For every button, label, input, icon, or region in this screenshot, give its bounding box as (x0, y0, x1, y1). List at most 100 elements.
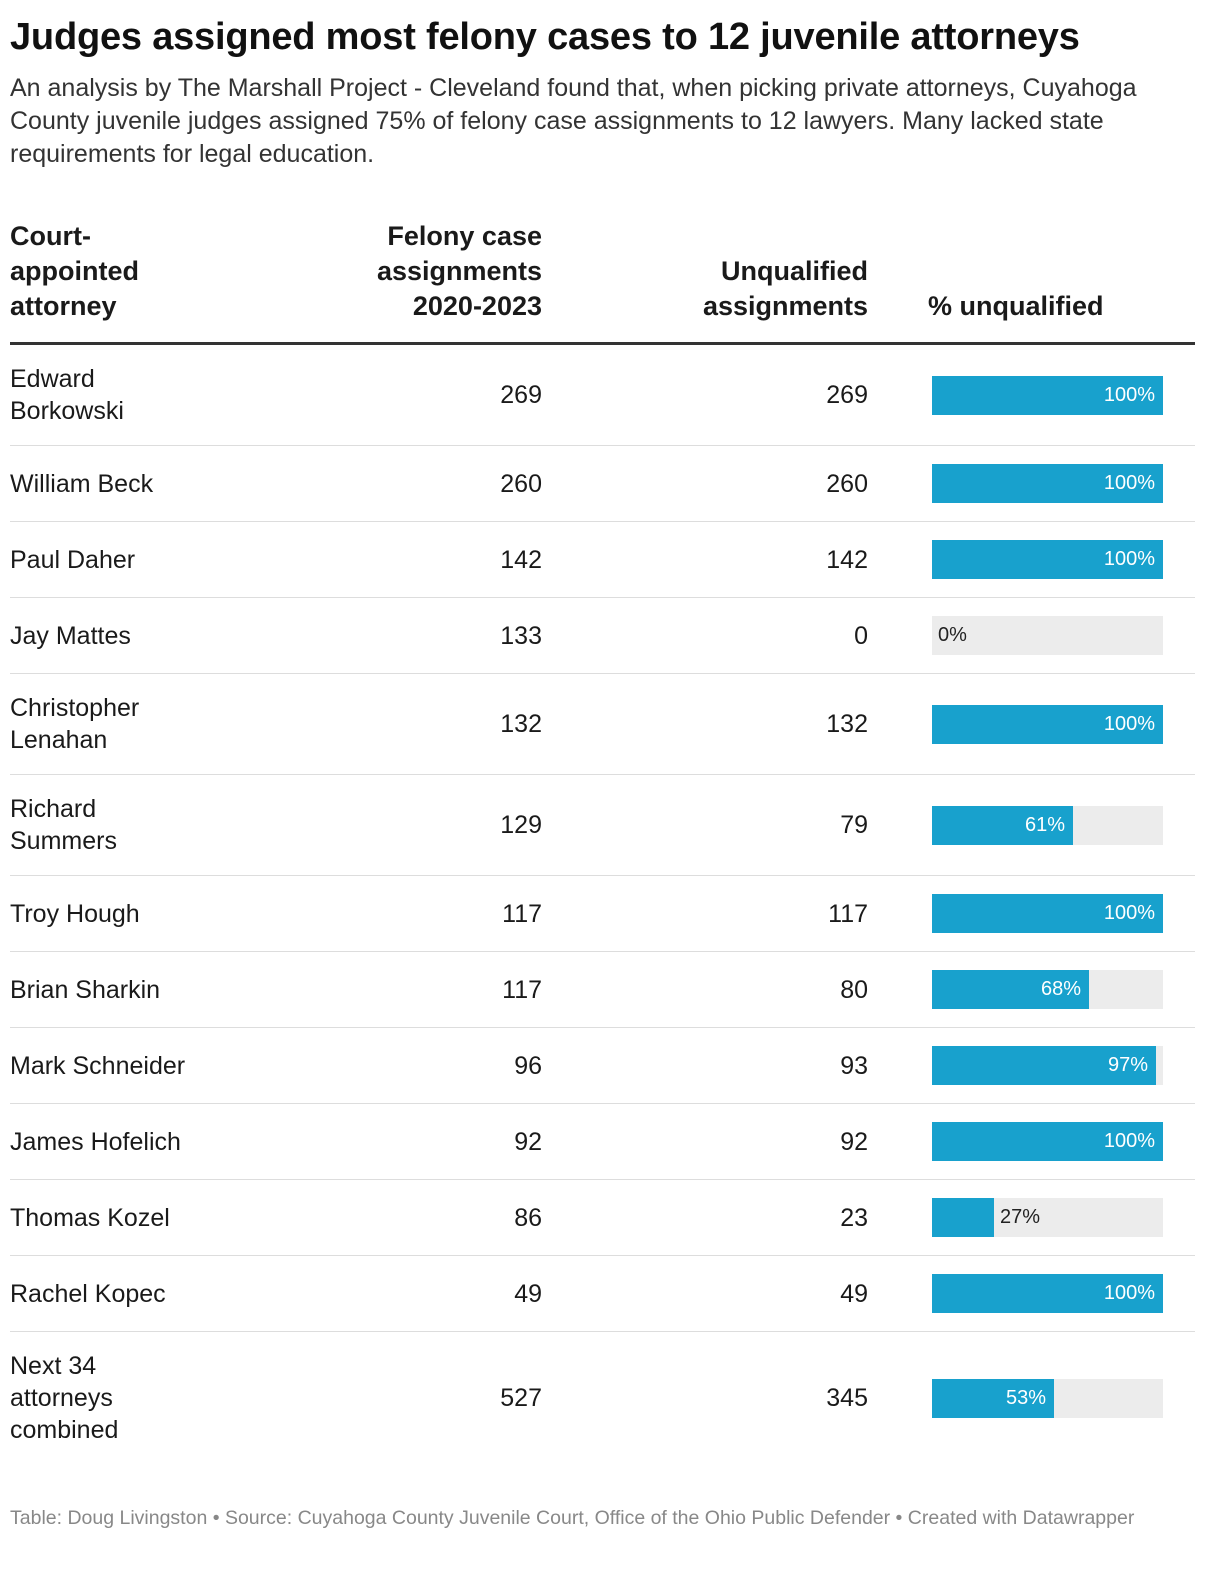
attorney-name: Paul Daher (10, 545, 136, 574)
pct-cell: 100% (868, 674, 1195, 775)
unqualified-count: 117 (828, 899, 868, 928)
pct-cell: 53% (868, 1332, 1195, 1465)
unqualified-count: 345 (826, 1384, 868, 1412)
felony-count: 142 (500, 545, 542, 574)
table-row: Brian Sharkin 117 80 68% (10, 952, 1195, 1028)
pct-cell: 100% (868, 1104, 1195, 1180)
pct-bar-track: 97% (932, 1046, 1163, 1085)
unqualified-count: 0 (854, 621, 868, 650)
pct-bar-track: 100% (932, 540, 1163, 579)
pct-label: 100% (1103, 1282, 1155, 1304)
felony-count: 260 (500, 469, 542, 498)
pct-label: 100% (1103, 1130, 1155, 1152)
table-chart: Judges assigned most felony cases to 12 … (10, 0, 1195, 1464)
table-row: Christopher Lenahan 132 132 100% (10, 674, 1195, 775)
unqualified-count: 269 (826, 381, 868, 409)
pct-cell: 27% (868, 1180, 1195, 1256)
pct-cell: 100% (868, 522, 1195, 598)
pct-bar (932, 1274, 1163, 1313)
pct-cell: 100% (868, 1256, 1195, 1332)
pct-cell: 0% (868, 598, 1195, 674)
table-row: Next 34 attorneys combined 527 345 53% (10, 1332, 1195, 1465)
felony-count: 132 (500, 710, 542, 738)
pct-label: 100% (1103, 383, 1155, 406)
column-header-unqualified-label: Unqualified assignments (702, 256, 868, 321)
pct-bar (932, 540, 1163, 579)
attorney-name: Rachel Kopec (10, 1279, 166, 1308)
felony-count: 96 (514, 1051, 542, 1080)
pct-bar (932, 1122, 1163, 1161)
table-row: Mark Schneider 96 93 97% (10, 1028, 1195, 1104)
felony-count: 527 (500, 1384, 542, 1412)
felony-count: 117 (502, 975, 542, 1004)
pct-label: 68% (1040, 978, 1081, 1000)
pct-label: 100% (1103, 902, 1155, 924)
felony-count: 86 (514, 1203, 542, 1232)
pct-bar (932, 1378, 1054, 1418)
attorney-name: Richard Summers (10, 795, 117, 855)
pct-bar (932, 464, 1163, 503)
pct-bar (932, 970, 1089, 1009)
felony-count: 92 (514, 1127, 542, 1156)
felony-count: 269 (500, 381, 542, 409)
pct-label: 27% (1000, 1206, 1041, 1228)
pct-bar-track: 100% (932, 1122, 1163, 1161)
attorney-name: Thomas Kozel (10, 1203, 170, 1232)
unqualified-count: 92 (840, 1127, 868, 1156)
pct-bar-track: 100% (932, 375, 1163, 415)
unqualified-count: 93 (840, 1051, 868, 1080)
unqualified-count: 79 (840, 811, 868, 839)
attorney-name: Jay Mattes (10, 621, 131, 650)
chart-subtitle: An analysis by The Marshall Project - Cl… (10, 74, 1137, 168)
unqualified-count: 132 (826, 710, 868, 738)
column-header-felony-label: Felony case assignments 2020-2023 (376, 221, 542, 321)
pct-bar (932, 375, 1163, 415)
pct-bar-track: 27% (932, 1198, 1163, 1237)
pct-label: 100% (1103, 712, 1155, 735)
data-table: Court-appointed attorney Felony case ass… (10, 219, 1195, 1464)
table-row: Richard Summers 129 79 61% (10, 775, 1195, 876)
unqualified-count: 142 (826, 545, 868, 574)
pct-bar-track: 100% (932, 1274, 1163, 1313)
table-row: Edward Borkowski 269 269 100% (10, 344, 1195, 446)
attorney-name: James Hofelich (10, 1127, 181, 1156)
pct-label: 61% (1024, 813, 1065, 836)
pct-bar (932, 704, 1163, 744)
attorney-name: Christopher Lenahan (10, 694, 140, 754)
pct-cell: 100% (868, 876, 1195, 952)
attorney-name: Mark Schneider (10, 1051, 186, 1080)
pct-cell: 97% (868, 1028, 1195, 1104)
table-row: Thomas Kozel 86 23 27% (10, 1180, 1195, 1256)
unqualified-count: 80 (840, 975, 868, 1004)
pct-bar (932, 894, 1163, 933)
column-header-unqualified[interactable]: Unqualified assignments (542, 219, 868, 344)
table-row: William Beck 260 260 100% (10, 446, 1195, 522)
pct-cell: 100% (868, 446, 1195, 522)
chart-title: Judges assigned most felony cases to 12 … (10, 16, 1080, 58)
column-header-felony[interactable]: Felony case assignments 2020-2023 (210, 219, 542, 344)
pct-bar (932, 1198, 994, 1237)
felony-count: 49 (514, 1279, 542, 1308)
column-header-pct[interactable]: % unqualified (928, 291, 1104, 321)
pct-bar (932, 1046, 1156, 1085)
attorney-name: Edward Borkowski (10, 365, 124, 425)
chart-footer: Table: Doug Livingston • Source: Cuyahog… (10, 1507, 1135, 1529)
pct-label: 100% (1103, 548, 1155, 570)
pct-cell: 61% (868, 775, 1195, 876)
pct-bar-track: 61% (932, 805, 1163, 845)
attorney-name: Brian Sharkin (10, 975, 161, 1004)
unqualified-count: 49 (840, 1279, 868, 1308)
unqualified-count: 23 (840, 1203, 868, 1232)
header-row: Court-appointed attorney Felony case ass… (10, 219, 1195, 344)
table-row: Jay Mattes 133 0 0% (10, 598, 1195, 674)
table-row: Troy Hough 117 117 100% (10, 876, 1195, 952)
pct-bar-track: 100% (932, 464, 1163, 503)
pct-bar-track: 0% (932, 616, 1163, 655)
column-header-attorney[interactable]: Court-appointed attorney (10, 221, 139, 321)
table-row: James Hofelich 92 92 100% (10, 1104, 1195, 1180)
felony-count: 129 (500, 811, 542, 839)
pct-label: 97% (1107, 1054, 1148, 1076)
attorney-name: Troy Hough (10, 899, 140, 928)
attorney-name: William Beck (10, 469, 154, 498)
pct-bar-track: 100% (932, 894, 1163, 933)
